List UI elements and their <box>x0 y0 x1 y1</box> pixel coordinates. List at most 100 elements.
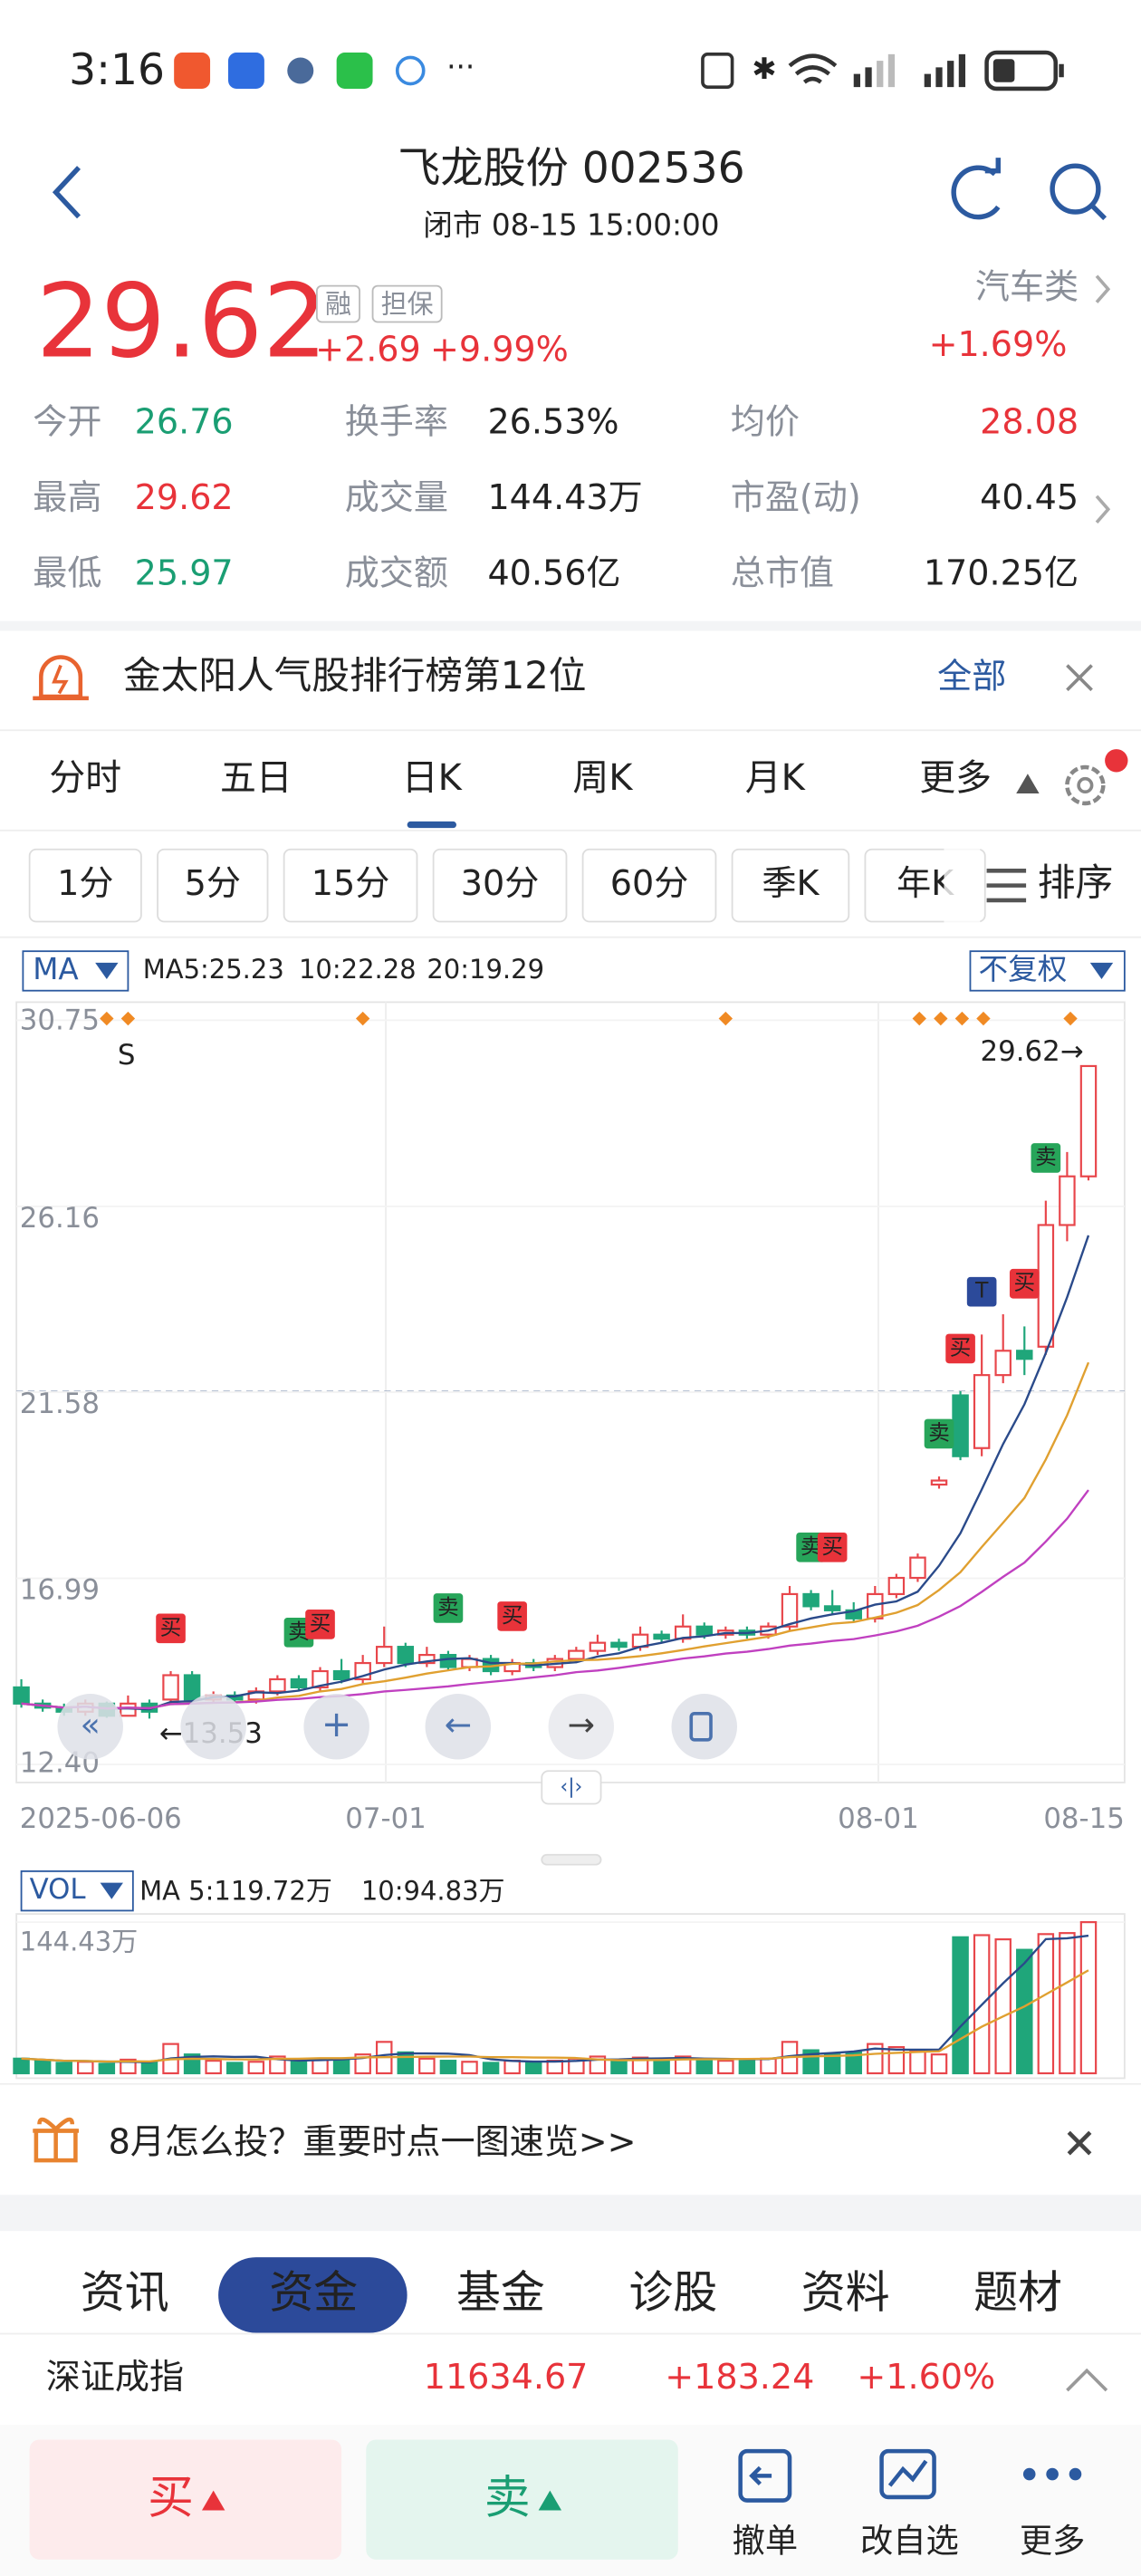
sort[interactable]: 排序 <box>1038 860 1113 905</box>
indicator-box[interactable] <box>22 950 129 992</box>
vol-bar <box>269 2055 286 2075</box>
x-label: 08-01 <box>838 1802 919 1835</box>
search-button[interactable] <box>1050 163 1107 221</box>
tag-box <box>371 284 443 323</box>
vol-bar <box>695 2058 714 2075</box>
active-tab-pill <box>218 2257 408 2333</box>
action-label[interactable]: 撤单 <box>733 2522 798 2561</box>
vol-bar <box>120 2058 137 2075</box>
interval-box[interactable] <box>157 848 269 923</box>
signal-badge <box>817 1532 848 1562</box>
stat-value: 40.56亿 <box>487 553 620 592</box>
interval[interactable]: 15分 <box>312 863 390 903</box>
expand[interactable] <box>1066 2368 1108 2392</box>
bottom-tab[interactable]: 资金 <box>269 2266 358 2318</box>
drag-handle[interactable] <box>541 1853 602 1866</box>
bottom-tab[interactable]: 资讯 <box>81 2266 169 2318</box>
candle-body <box>695 1625 714 1636</box>
event-dot <box>912 1011 926 1026</box>
gift-icon <box>33 2117 80 2163</box>
buy-button[interactable] <box>29 2439 342 2560</box>
action-label[interactable]: 更多 <box>1020 2522 1085 2561</box>
interval-box[interactable] <box>432 848 568 923</box>
vol-legend: MA 5:119.72万 <box>139 1875 332 1906</box>
promo[interactable]: 8月怎么投？重要时点一图速览>> <box>109 2121 637 2161</box>
signal-badge <box>924 1418 954 1449</box>
adjust[interactable]: 不复权 <box>979 952 1068 986</box>
interval-box[interactable] <box>581 848 717 923</box>
interval[interactable]: 5分 <box>185 863 241 903</box>
drag-icon: ‹|› <box>561 1775 583 1798</box>
bottom-tab[interactable]: 资料 <box>801 2266 890 2318</box>
signal-badge <box>1031 1143 1061 1173</box>
adjust-box[interactable] <box>969 950 1126 992</box>
signal-badge <box>156 1613 186 1644</box>
divider <box>0 2195 1141 2232</box>
signal: T <box>974 1278 989 1303</box>
index-name: 深证成指 <box>46 2357 184 2397</box>
sector[interactable]: 汽车类 <box>975 267 1079 307</box>
refresh-button[interactable] <box>951 158 1001 220</box>
nav-right[interactable] <box>548 1694 615 1760</box>
interval-box[interactable] <box>28 848 142 923</box>
vol-bar <box>439 2060 457 2075</box>
tab[interactable]: 周K <box>572 757 633 799</box>
sell-button[interactable] <box>366 2439 678 2560</box>
fade <box>944 846 981 926</box>
indicator[interactable]: MA <box>33 952 79 986</box>
action-label[interactable]: 改自选 <box>860 2522 959 2561</box>
signal: 买 <box>1014 1270 1036 1295</box>
tab[interactable]: 分时 <box>49 757 121 799</box>
nav-zoom-in[interactable] <box>303 1694 369 1760</box>
interval-box[interactable] <box>731 848 850 923</box>
vol-label[interactable]: VOL <box>30 1873 86 1906</box>
stat-value: 144.43万 <box>487 477 642 517</box>
banner-link[interactable]: 全部 <box>937 657 1006 697</box>
tab[interactable]: 日K <box>402 757 463 799</box>
interval-box[interactable] <box>283 848 418 923</box>
candle-body <box>162 1674 179 1701</box>
bottom-tab[interactable]: 诊股 <box>628 2266 717 2318</box>
interval[interactable]: 60分 <box>610 863 689 903</box>
tag: 担保 <box>381 288 434 319</box>
nav-left[interactable] <box>425 1694 492 1760</box>
y-tick-label: 16.99 <box>20 1573 100 1606</box>
nav-first[interactable] <box>57 1694 123 1760</box>
vol-box[interactable] <box>20 1870 134 1912</box>
buy[interactable]: 买 <box>148 2471 194 2524</box>
interval[interactable]: 1分 <box>57 863 113 903</box>
signal: 卖 <box>437 1594 459 1620</box>
tab[interactable]: 月K <box>745 757 806 799</box>
bottom-tab[interactable]: 基金 <box>456 2266 545 2318</box>
nav-zoom-out[interactable] <box>180 1694 246 1760</box>
vol-bar <box>610 2058 628 2075</box>
signal: 买 <box>950 1334 972 1360</box>
stat-label: 成交量 <box>345 477 448 517</box>
svg-text:→: → <box>568 1705 595 1744</box>
candle-body <box>418 1654 436 1665</box>
signal: 买 <box>310 1610 331 1636</box>
vol-legend: 10:94.83万 <box>361 1875 505 1906</box>
drag-handle[interactable] <box>541 1770 602 1805</box>
close-button[interactable] <box>1066 664 1093 692</box>
tag-box <box>315 284 360 323</box>
event-dot <box>934 1011 948 1026</box>
bottom-tab[interactable]: 题材 <box>973 2266 1062 2318</box>
close-button[interactable] <box>1067 2130 1092 2156</box>
banner-text[interactable]: 金太阳人气股排行榜第12位 <box>123 653 586 697</box>
tab[interactable]: 五日 <box>220 757 292 799</box>
sell[interactable]: 卖 <box>484 2471 531 2524</box>
back-button[interactable] <box>52 166 82 219</box>
nav-rotate[interactable] <box>671 1694 738 1760</box>
vol-bar <box>887 2046 906 2075</box>
tab[interactable]: 更多 <box>919 757 992 799</box>
settings-button[interactable] <box>1065 749 1128 806</box>
signal-badge <box>945 1333 975 1364</box>
interval[interactable]: 季K <box>762 863 820 903</box>
index-change-pct: +1.60% <box>857 2357 995 2397</box>
interval[interactable]: 30分 <box>461 863 540 903</box>
signal: 买 <box>160 1614 182 1639</box>
volume: 144.43万 <box>13 1921 1125 2075</box>
vol-bar <box>247 2061 265 2075</box>
